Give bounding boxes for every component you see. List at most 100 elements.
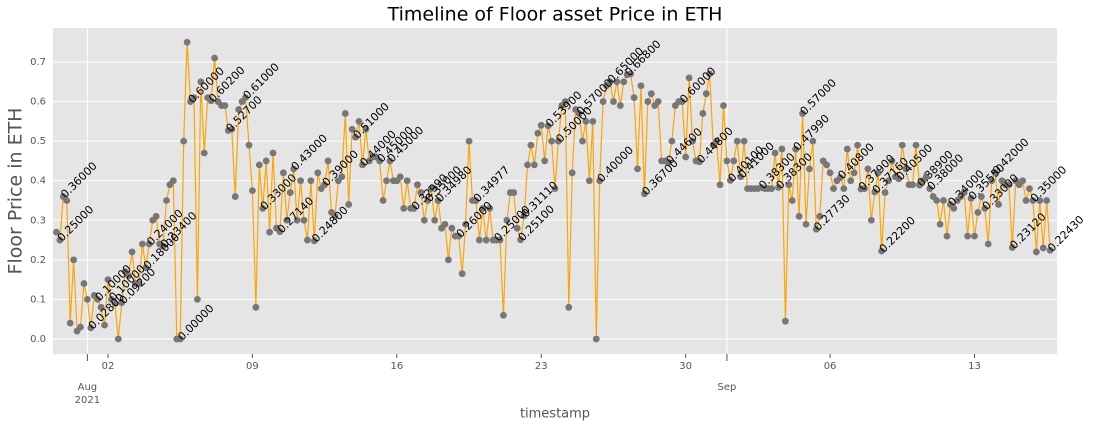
marker [541, 157, 549, 165]
marker [720, 102, 727, 109]
marker [386, 157, 394, 165]
marker [383, 177, 390, 185]
marker [548, 137, 555, 145]
marker [486, 205, 494, 212]
marker [768, 185, 776, 193]
x-axis-label: timestamp [520, 407, 590, 422]
marker [448, 224, 456, 232]
marker [445, 256, 452, 264]
marker [555, 137, 562, 145]
marker [1043, 197, 1051, 204]
x-tick-label: 30 [679, 361, 692, 372]
x-tick-label: 09 [246, 361, 259, 372]
marker [888, 157, 896, 165]
marker [379, 197, 387, 204]
marker [933, 197, 941, 204]
marker [647, 90, 655, 98]
y-tick-label: 0.1 [30, 294, 46, 305]
marker [599, 98, 607, 105]
x-tick-label: Aug 2021 [75, 382, 100, 406]
marker [644, 98, 652, 105]
marker [331, 212, 339, 220]
marker [503, 216, 511, 224]
marker [665, 159, 672, 166]
marker [909, 181, 916, 189]
marker [1026, 185, 1033, 193]
x-tick-label: Sep [717, 382, 736, 393]
marker [981, 205, 989, 212]
marker [235, 106, 243, 113]
marker [314, 169, 322, 177]
marker [66, 319, 74, 327]
y-tick-label: 0.6 [30, 97, 46, 108]
marker [417, 189, 425, 196]
marker [424, 197, 432, 204]
marker [940, 197, 947, 204]
marker [575, 110, 583, 117]
marker [211, 54, 219, 62]
marker [310, 237, 318, 245]
marker [228, 125, 236, 133]
marker [517, 236, 525, 244]
marker [726, 176, 734, 184]
marker [396, 173, 404, 181]
marker [730, 157, 738, 165]
marker [475, 236, 483, 244]
marker [716, 181, 724, 189]
marker [802, 220, 810, 228]
marker [964, 232, 972, 240]
marker [341, 110, 349, 117]
marker [971, 232, 978, 240]
marker [145, 240, 153, 248]
marker [840, 185, 848, 193]
marker [269, 149, 277, 157]
marker [1029, 197, 1037, 204]
marker [427, 185, 435, 193]
marker [420, 216, 428, 224]
marker [104, 276, 112, 284]
marker [111, 299, 119, 307]
marker [613, 78, 621, 86]
marker [799, 110, 806, 117]
marker [950, 205, 958, 212]
marker [403, 177, 411, 185]
marker [836, 174, 844, 181]
marker [1032, 248, 1040, 256]
marker [847, 177, 855, 185]
marker [125, 272, 133, 280]
marker [582, 117, 590, 125]
marker [307, 177, 315, 185]
marker [524, 161, 531, 169]
marker [881, 189, 889, 196]
marker [242, 94, 249, 102]
marker [702, 90, 710, 98]
marker [255, 161, 263, 169]
marker [871, 188, 879, 196]
marker [1039, 244, 1047, 252]
marker [699, 110, 707, 117]
y-tick-label: 0.7 [30, 57, 46, 68]
marker [472, 197, 480, 204]
marker [355, 117, 363, 125]
marker [785, 181, 793, 189]
marker [97, 303, 105, 311]
marker [592, 335, 600, 343]
marker [80, 280, 88, 287]
marker [56, 236, 64, 244]
marker [77, 323, 84, 331]
marker [912, 141, 920, 149]
marker [465, 137, 473, 145]
marker [898, 141, 906, 149]
marker [482, 236, 490, 244]
marker [245, 141, 253, 149]
marker [252, 303, 260, 311]
marker [527, 141, 535, 149]
marker [458, 270, 466, 278]
marker [321, 181, 329, 189]
marker [479, 205, 487, 212]
marker [551, 185, 559, 193]
x-tick-label: 02 [102, 361, 115, 372]
marker [290, 165, 298, 173]
